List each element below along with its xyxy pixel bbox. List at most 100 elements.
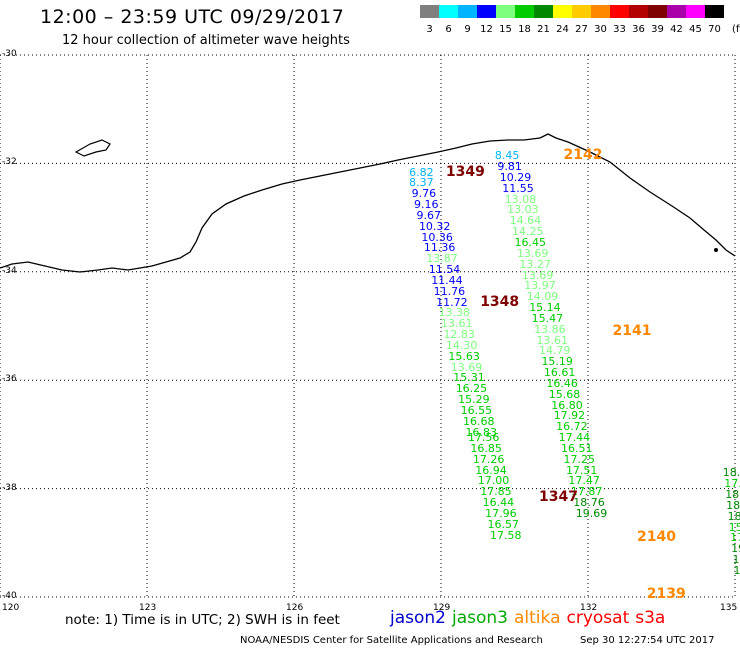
lon-label: 123	[139, 603, 157, 613]
swh-value-east: 18.52	[722, 466, 740, 480]
lat-label: -36	[2, 374, 17, 385]
scale-label: 15	[499, 24, 512, 35]
swh-value-jason3: 10.29	[499, 170, 532, 184]
scale-swatch	[610, 5, 629, 18]
swh-value-jason3: 16.46	[546, 376, 578, 390]
scale-swatch	[629, 5, 648, 18]
australia-coastline	[0, 133, 736, 273]
swh-value-jason2: 16.55	[460, 404, 493, 417]
swh-value-jason2: 13.61	[441, 317, 473, 331]
map-subtitle: 12 hour collection of altimeter wave hei…	[62, 33, 350, 48]
swh-value-jason3: 14.09	[526, 290, 559, 304]
scale-swatch	[534, 5, 553, 18]
scale-swatch	[686, 5, 705, 18]
lon-label: 126	[286, 603, 304, 613]
swh-value-jason2: 11.36	[423, 241, 456, 255]
scale-swatch	[420, 5, 439, 18]
legend-s3a: s3a	[635, 608, 666, 628]
swh-value-jason3: 9.81	[497, 160, 522, 174]
swh-value-jason2: 17.56	[467, 431, 500, 445]
swh-value-jason2: 17.58	[490, 528, 522, 542]
pass-number: 2139	[646, 586, 686, 603]
swh-value-jason2: 16.83	[465, 425, 498, 439]
swh-value-jason3: 15.47	[531, 311, 564, 325]
legend-jason3: jason3	[452, 608, 508, 628]
swh-value-jason2: 16.57	[487, 517, 520, 531]
swh-value-jason3: 17.44	[558, 431, 591, 445]
swh-value-jason2: 11.76	[433, 284, 466, 298]
swh-value-jason2: 11.54	[428, 263, 461, 277]
scale-swatch	[458, 5, 477, 18]
swh-value-jason2: 13.87	[426, 252, 458, 266]
scale-label: 27	[575, 24, 588, 35]
swh-value-jason3: 17.51	[565, 463, 598, 477]
scale-swatch	[667, 5, 686, 18]
scale-label: 6	[445, 24, 452, 35]
pass-number: 2140	[637, 529, 676, 546]
scale-label: 33	[613, 24, 626, 35]
swh-value-jason3: 14.25	[512, 225, 544, 239]
swh-value-jason2: 15.63	[448, 349, 480, 363]
swh-value-jason3: 13.61	[536, 333, 569, 347]
swh-value-jason2: 11.72	[436, 295, 468, 309]
swh-value-jason2: 6.82	[409, 165, 434, 179]
scale-label: 3	[426, 24, 433, 35]
swh-value-jason2: 9.16	[414, 198, 439, 212]
swh-value-jason2: 16.44	[482, 496, 515, 510]
swh-value-jason3: 15.19	[541, 355, 573, 369]
map-title: 12:00 – 23:59 UTC 09/29/2017	[40, 6, 345, 28]
swh-value-jason2: 9.76	[411, 187, 437, 201]
swh-value-jason3: 17.25	[563, 452, 596, 466]
lat-label: -34	[2, 265, 17, 276]
swh-value-jason3: 16.45	[514, 235, 547, 249]
swh-value-jason2: 16.25	[455, 382, 488, 396]
swh-value-east: 18.62	[725, 488, 740, 502]
scale-swatch	[572, 5, 591, 18]
swh-value-jason3: 13.86	[534, 322, 566, 336]
swh-value-jason2: 17.26	[472, 452, 505, 466]
swh-value-jason2: 10.36	[421, 230, 453, 244]
swh-value-east: 17.90	[724, 477, 740, 491]
swh-value-jason2: 12.83	[443, 328, 475, 342]
swh-value-east: 17.58	[730, 531, 740, 545]
island-outline	[74, 139, 111, 157]
lat-label: -30	[2, 49, 17, 59]
swh-value-jason2: 16.68	[463, 414, 495, 428]
scale-swatch	[648, 5, 667, 18]
swh-value-jason3: 13.97	[524, 279, 556, 293]
footer-note: note: 1) Time is in UTC; 2) SWH is in fe…	[65, 612, 340, 628]
swh-value-jason3: 19.69	[575, 506, 608, 520]
legend-cryosat: cryosat	[566, 608, 630, 628]
scale-label: 12	[480, 24, 493, 35]
islet	[714, 248, 718, 252]
swh-value-jason2: 8.37	[409, 176, 434, 190]
swh-value-jason3: 16.51	[561, 441, 593, 455]
scale-label: 70	[708, 24, 721, 35]
scale-label: 30	[594, 24, 607, 35]
legend-jason2: jason2	[390, 608, 446, 628]
coastline	[0, 133, 736, 273]
scale-swatch	[439, 5, 458, 18]
lat-label: -40	[2, 591, 17, 601]
swh-value-jason3: 13.08	[504, 192, 537, 206]
swh-value-jason3: 17.47	[568, 474, 600, 488]
pass-number: 2141	[612, 323, 652, 340]
swh-value-jason2: 16.94	[475, 463, 507, 477]
scale-swatch	[515, 5, 534, 18]
scale-swatch	[477, 5, 496, 18]
lon-label: 135	[720, 603, 738, 613]
scale-swatch	[705, 5, 724, 18]
swh-value-jason2: 17.00	[477, 474, 510, 488]
pass-number: 1348	[480, 293, 520, 310]
swh-value-jason2: 15.31	[453, 371, 485, 385]
swh-value-jason3: 13.27	[519, 257, 551, 271]
pass-number: 1349	[445, 163, 485, 180]
lat-label: -38	[2, 482, 17, 493]
swh-value-jason2: 14.30	[445, 338, 478, 352]
swh-value-jason2: 13.38	[438, 306, 471, 320]
scale-label: 9	[464, 24, 471, 35]
scale-label: 18	[518, 24, 531, 35]
swh-value-jason3: 14.79	[539, 344, 571, 358]
scale-swatch	[496, 5, 515, 18]
swh-value-jason2: 11.44	[431, 273, 463, 287]
